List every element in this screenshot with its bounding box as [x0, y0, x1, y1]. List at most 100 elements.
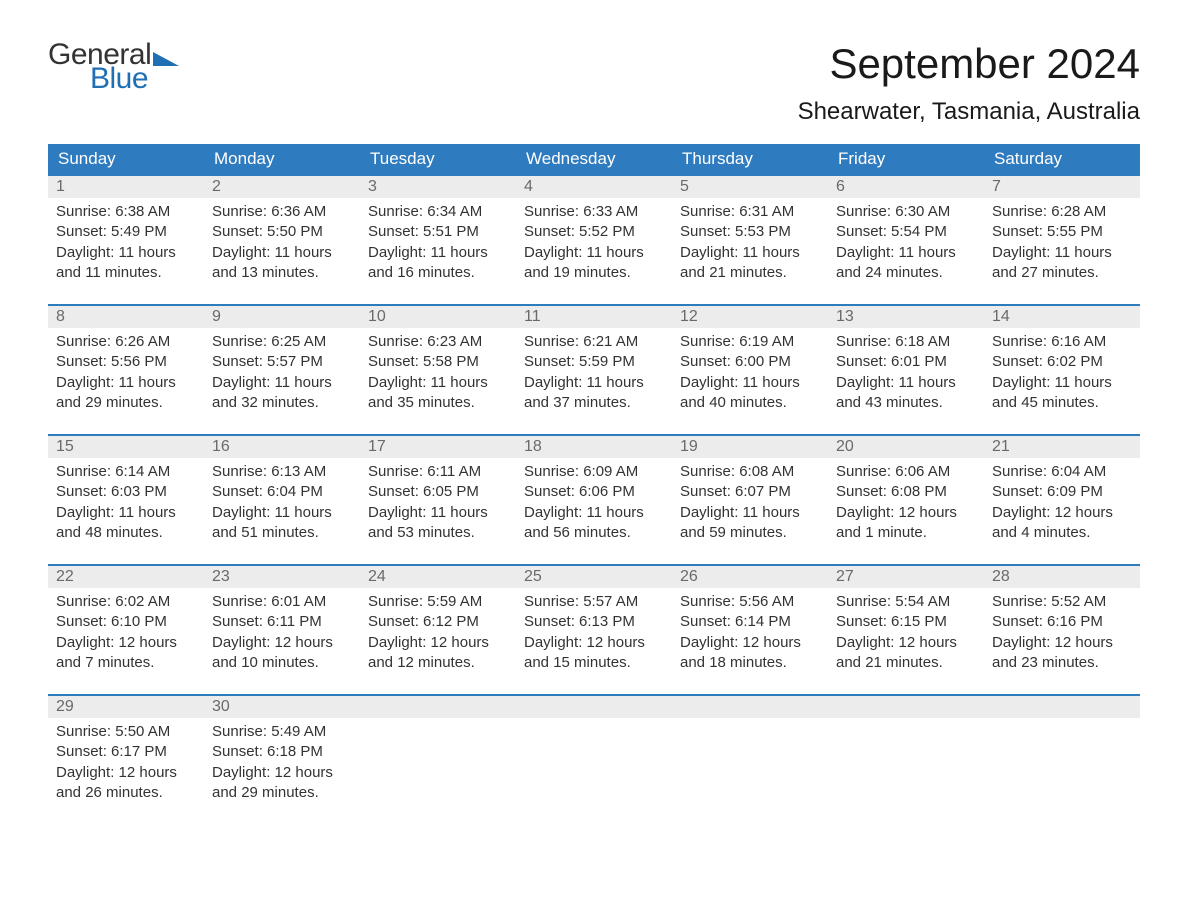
day-number-row: 13: [828, 306, 984, 328]
weekday-header: Thursday: [672, 144, 828, 174]
daylight-text: Daylight: 12 hours and 23 minutes.: [992, 633, 1132, 674]
calendar-day: 25Sunrise: 5:57 AMSunset: 6:13 PMDayligh…: [516, 566, 672, 694]
day-content: [672, 718, 828, 732]
calendar-week: 22Sunrise: 6:02 AMSunset: 6:10 PMDayligh…: [48, 564, 1140, 694]
sunset-text: Sunset: 6:01 PM: [836, 352, 976, 372]
day-number-row: 14: [984, 306, 1140, 328]
sunset-text: Sunset: 5:54 PM: [836, 222, 976, 242]
day-content: Sunrise: 5:57 AMSunset: 6:13 PMDaylight:…: [516, 588, 672, 683]
calendar-day: 30Sunrise: 5:49 AMSunset: 6:18 PMDayligh…: [204, 696, 360, 824]
sunset-text: Sunset: 6:05 PM: [368, 482, 508, 502]
sunset-text: Sunset: 6:00 PM: [680, 352, 820, 372]
calendar-day: 18Sunrise: 6:09 AMSunset: 6:06 PMDayligh…: [516, 436, 672, 564]
location-subtitle: Shearwater, Tasmania, Australia: [798, 98, 1140, 126]
page-header: General Blue September 2024 Shearwater, …: [48, 40, 1140, 126]
calendar-day: 17Sunrise: 6:11 AMSunset: 6:05 PMDayligh…: [360, 436, 516, 564]
sunset-text: Sunset: 6:10 PM: [56, 612, 196, 632]
sunset-text: Sunset: 5:56 PM: [56, 352, 196, 372]
day-number: 24: [368, 568, 386, 585]
day-number: 16: [212, 438, 230, 455]
day-number-row: 1: [48, 176, 204, 198]
day-number: 29: [56, 698, 74, 715]
day-content: Sunrise: 6:04 AMSunset: 6:09 PMDaylight:…: [984, 458, 1140, 553]
sunrise-text: Sunrise: 6:31 AM: [680, 202, 820, 222]
calendar-day: 10Sunrise: 6:23 AMSunset: 5:58 PMDayligh…: [360, 306, 516, 434]
day-number-row: 17: [360, 436, 516, 458]
sunrise-text: Sunrise: 6:01 AM: [212, 592, 352, 612]
daylight-text: Daylight: 12 hours and 21 minutes.: [836, 633, 976, 674]
sunrise-text: Sunrise: 6:19 AM: [680, 332, 820, 352]
daylight-text: Daylight: 11 hours and 35 minutes.: [368, 373, 508, 414]
daylight-text: Daylight: 12 hours and 1 minute.: [836, 503, 976, 544]
day-content: [360, 718, 516, 732]
sunset-text: Sunset: 6:18 PM: [212, 742, 352, 762]
sunset-text: Sunset: 5:57 PM: [212, 352, 352, 372]
sunrise-text: Sunrise: 5:54 AM: [836, 592, 976, 612]
daylight-text: Daylight: 11 hours and 19 minutes.: [524, 243, 664, 284]
day-content: Sunrise: 6:28 AMSunset: 5:55 PMDaylight:…: [984, 198, 1140, 293]
daylight-text: Daylight: 11 hours and 21 minutes.: [680, 243, 820, 284]
day-number: 14: [992, 308, 1010, 325]
day-number: 13: [836, 308, 854, 325]
calendar-day: 22Sunrise: 6:02 AMSunset: 6:10 PMDayligh…: [48, 566, 204, 694]
day-content: Sunrise: 6:38 AMSunset: 5:49 PMDaylight:…: [48, 198, 204, 293]
daylight-text: Daylight: 11 hours and 13 minutes.: [212, 243, 352, 284]
day-number: 4: [524, 178, 533, 195]
day-content: Sunrise: 6:01 AMSunset: 6:11 PMDaylight:…: [204, 588, 360, 683]
daylight-text: Daylight: 12 hours and 12 minutes.: [368, 633, 508, 674]
day-number-row: 23: [204, 566, 360, 588]
sunrise-text: Sunrise: 6:33 AM: [524, 202, 664, 222]
daylight-text: Daylight: 11 hours and 32 minutes.: [212, 373, 352, 414]
day-number-row: 11: [516, 306, 672, 328]
sunrise-text: Sunrise: 5:57 AM: [524, 592, 664, 612]
calendar-day: 4Sunrise: 6:33 AMSunset: 5:52 PMDaylight…: [516, 176, 672, 304]
sunset-text: Sunset: 6:13 PM: [524, 612, 664, 632]
sunset-text: Sunset: 5:51 PM: [368, 222, 508, 242]
day-number-row: 10: [360, 306, 516, 328]
daylight-text: Daylight: 12 hours and 15 minutes.: [524, 633, 664, 674]
calendar-day: 19Sunrise: 6:08 AMSunset: 6:07 PMDayligh…: [672, 436, 828, 564]
day-content: [828, 718, 984, 732]
calendar-day: [984, 696, 1140, 824]
day-number: 11: [524, 308, 541, 325]
day-number: 28: [992, 568, 1010, 585]
sunset-text: Sunset: 6:14 PM: [680, 612, 820, 632]
calendar-day: [360, 696, 516, 824]
day-content: Sunrise: 6:08 AMSunset: 6:07 PMDaylight:…: [672, 458, 828, 553]
sunrise-text: Sunrise: 6:11 AM: [368, 462, 508, 482]
day-number: 2: [212, 178, 221, 195]
day-number-row: 30: [204, 696, 360, 718]
sunset-text: Sunset: 5:49 PM: [56, 222, 196, 242]
day-number-row: 16: [204, 436, 360, 458]
day-number-row: [360, 696, 516, 718]
day-number: 10: [368, 308, 386, 325]
day-number-row: [984, 696, 1140, 718]
calendar-day: 11Sunrise: 6:21 AMSunset: 5:59 PMDayligh…: [516, 306, 672, 434]
calendar-day: 29Sunrise: 5:50 AMSunset: 6:17 PMDayligh…: [48, 696, 204, 824]
calendar-day: 13Sunrise: 6:18 AMSunset: 6:01 PMDayligh…: [828, 306, 984, 434]
sunset-text: Sunset: 6:04 PM: [212, 482, 352, 502]
day-content: Sunrise: 5:54 AMSunset: 6:15 PMDaylight:…: [828, 588, 984, 683]
daylight-text: Daylight: 11 hours and 24 minutes.: [836, 243, 976, 284]
sunset-text: Sunset: 6:02 PM: [992, 352, 1132, 372]
day-number: 1: [56, 178, 65, 195]
calendar-day: 2 Sunrise: 6:36 AMSunset: 5:50 PMDaylight…: [204, 176, 360, 304]
day-content: Sunrise: 6:36 AMSunset: 5:50 PMDaylight:…: [204, 198, 360, 293]
day-content: Sunrise: 6:25 AMSunset: 5:57 PMDaylight:…: [204, 328, 360, 423]
calendar-day: [828, 696, 984, 824]
day-number-row: 3: [360, 176, 516, 198]
calendar-day: 7Sunrise: 6:28 AMSunset: 5:55 PMDaylight…: [984, 176, 1140, 304]
daylight-text: Daylight: 11 hours and 43 minutes.: [836, 373, 976, 414]
day-content: Sunrise: 6:13 AMSunset: 6:04 PMDaylight:…: [204, 458, 360, 553]
day-number: 22: [56, 568, 74, 585]
sunrise-text: Sunrise: 6:14 AM: [56, 462, 196, 482]
day-number: 5: [680, 178, 689, 195]
day-content: Sunrise: 5:49 AMSunset: 6:18 PMDaylight:…: [204, 718, 360, 813]
weekday-header: Friday: [828, 144, 984, 174]
day-number-row: 19: [672, 436, 828, 458]
calendar-day: 27Sunrise: 5:54 AMSunset: 6:15 PMDayligh…: [828, 566, 984, 694]
sunrise-text: Sunrise: 5:50 AM: [56, 722, 196, 742]
calendar-day: 9Sunrise: 6:25 AMSunset: 5:57 PMDaylight…: [204, 306, 360, 434]
daylight-text: Daylight: 12 hours and 18 minutes.: [680, 633, 820, 674]
sunrise-text: Sunrise: 6:38 AM: [56, 202, 196, 222]
